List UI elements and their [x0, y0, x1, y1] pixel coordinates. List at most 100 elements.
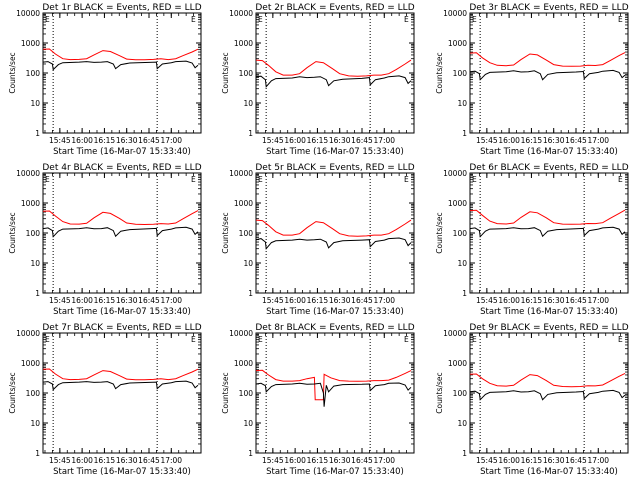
series-line [42, 60, 199, 71]
x-tick-label: 17:00 [373, 296, 395, 305]
x-tick-label: 16:15 [307, 136, 329, 145]
chart-title: Det 8r BLACK = Events, RED = LLD [255, 323, 414, 333]
x-tick-label: 16:45 [138, 456, 160, 465]
x-tick-label: 16:30 [329, 456, 351, 465]
x-tick-label: 16:30 [329, 296, 351, 305]
edge-marker: E [258, 175, 263, 184]
y-tick-label: 1000 [448, 39, 467, 48]
edge-marker: E [404, 175, 409, 184]
chart-title: Det 4r BLACK = Events, RED = LLD [42, 163, 201, 173]
series-line [42, 48, 199, 61]
y-axis-label: Counts/sec [8, 372, 17, 413]
y-tick-label: 1000 [234, 199, 253, 208]
y-tick-label: 10 [457, 99, 467, 108]
y-tick-label: 1000 [234, 39, 253, 48]
x-tick-label: 15:45 [49, 136, 71, 145]
x-tick-label: 16:30 [543, 296, 565, 305]
edge-marker: E [258, 15, 263, 24]
x-tick-label: 16:00 [498, 136, 520, 145]
x-tick-label: 16:15 [307, 456, 329, 465]
y-tick-label: 1 [248, 129, 253, 138]
edge-marker: E [45, 15, 50, 24]
y-axis-label: Counts/sec [435, 372, 444, 413]
x-tick-label: 16:00 [498, 456, 520, 465]
x-tick-label: 17:00 [160, 296, 182, 305]
x-tick-label: 17:00 [373, 136, 395, 145]
edge-marker: E [404, 335, 409, 344]
y-tick-label: 10 [243, 419, 253, 428]
y-tick-label: 1000 [21, 39, 40, 48]
x-tick-label: 16:15 [521, 456, 543, 465]
y-tick-label: 10 [30, 259, 40, 268]
edge-marker: E [191, 335, 196, 344]
y-tick-label: 10 [457, 419, 467, 428]
x-tick-label: 16:45 [565, 136, 587, 145]
y-axis-label: Counts/sec [221, 212, 230, 253]
series-line [469, 52, 626, 67]
x-tick-label: 15:45 [476, 136, 498, 145]
x-tick-label: 15:45 [262, 296, 284, 305]
chart-panel: Det 6r BLACK = Events, RED = LLD 1 10 100 10… [435, 163, 629, 317]
x-tick-label: 16:30 [329, 136, 351, 145]
x-tick-label: 16:00 [71, 456, 93, 465]
chart-panel: Det 9r BLACK = Events, RED = LLD 1 10 100 10… [435, 323, 629, 477]
chart-title: Det 2r BLACK = Events, RED = LLD [255, 3, 414, 13]
y-tick-label: 100 [453, 69, 468, 78]
y-tick-label: 10000 [229, 169, 253, 178]
x-tick-label: 17:00 [587, 136, 609, 145]
x-tick-label: 16:15 [521, 136, 543, 145]
x-tick-label: 17:00 [373, 456, 395, 465]
y-tick-label: 1 [462, 289, 467, 298]
x-axis-label: Start Time (16-Mar-07 15:33:40) [266, 467, 404, 477]
x-tick-label: 16:30 [116, 136, 138, 145]
y-tick-label: 100 [239, 229, 254, 238]
y-tick-label: 1000 [448, 199, 467, 208]
y-tick-label: 10000 [443, 329, 467, 338]
x-tick-label: 15:45 [49, 456, 71, 465]
chart-title: Det 7r BLACK = Events, RED = LLD [42, 323, 201, 333]
x-tick-label: 16:15 [94, 136, 116, 145]
x-tick-label: 16:15 [521, 296, 543, 305]
series-line [42, 210, 199, 226]
edge-marker: E [45, 175, 50, 184]
series-line [469, 226, 626, 238]
y-axis-label: Counts/sec [435, 212, 444, 253]
y-tick-label: 10 [30, 99, 40, 108]
x-tick-label: 17:00 [160, 456, 182, 465]
y-tick-label: 10000 [16, 329, 40, 338]
y-tick-label: 1 [462, 129, 467, 138]
x-axis-label: Start Time (16-Mar-07 15:33:40) [53, 147, 191, 157]
plot-frame [42, 172, 202, 294]
x-tick-label: 16:00 [284, 456, 306, 465]
series-line [42, 380, 199, 391]
y-tick-label: 100 [453, 389, 468, 398]
y-tick-label: 10000 [229, 329, 253, 338]
series-line [255, 75, 412, 88]
x-tick-label: 15:45 [476, 296, 498, 305]
edge-marker: E [45, 335, 50, 344]
x-tick-label: 16:45 [138, 296, 160, 305]
y-tick-label: 100 [26, 229, 41, 238]
y-tick-label: 100 [239, 389, 254, 398]
x-tick-label: 16:00 [71, 296, 93, 305]
x-tick-label: 16:45 [138, 136, 160, 145]
y-tick-label: 1 [462, 449, 467, 458]
y-tick-label: 1000 [448, 359, 467, 368]
chart-panel: Det 5r BLACK = Events, RED = LLD 1 10 100 10… [221, 163, 415, 317]
edge-marker: E [472, 175, 477, 184]
series-line [255, 382, 412, 407]
plot-frame [469, 12, 629, 134]
y-tick-label: 10 [457, 259, 467, 268]
y-tick-label: 10 [243, 99, 253, 108]
y-tick-label: 100 [453, 229, 468, 238]
x-tick-label: 16:45 [351, 296, 373, 305]
series-line [469, 69, 626, 81]
y-axis-label: Counts/sec [8, 212, 17, 253]
series-line [255, 237, 412, 250]
chart-title: Det 9r BLACK = Events, RED = LLD [469, 323, 628, 333]
chart-title: Det 3r BLACK = Events, RED = LLD [469, 3, 628, 13]
x-tick-label: 16:45 [351, 456, 373, 465]
series-line [42, 226, 199, 238]
x-axis-label: Start Time (16-Mar-07 15:33:40) [480, 467, 618, 477]
